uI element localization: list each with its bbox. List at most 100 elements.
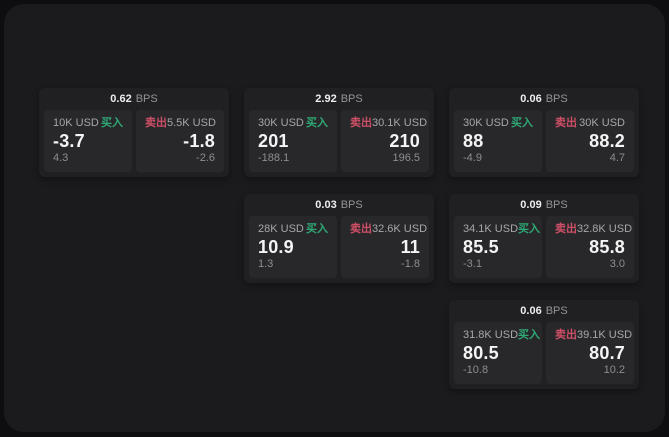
sell-amount: 39.1K USD (577, 329, 633, 341)
sell-amount: 5.5K USD (167, 117, 216, 129)
bps-value: 0.62 (110, 93, 132, 105)
sell-price: 85.8 (589, 237, 625, 257)
sell-price: 80.7 (589, 343, 625, 363)
buy-side-label: 买入 (101, 117, 123, 129)
bps-unit-label: BPS (545, 199, 568, 211)
buy-delta: -4.9 (463, 152, 482, 164)
sell-panel-top: 卖出 32.8K USD (555, 223, 632, 236)
bps-value: 0.03 (315, 199, 337, 211)
sell-side-label: 卖出 (145, 117, 167, 129)
sell-panel-top: 卖出 32.6K USD (350, 223, 427, 236)
quote-card: 0.62 BPS 10K USD 买入 -3.7 4.3 卖出 5.5K USD… (39, 88, 229, 177)
buy-delta: 1.3 (258, 258, 274, 270)
sell-panel-top: 卖出 5.5K USD (145, 117, 216, 130)
sell-panel-top: 卖出 30K USD (555, 117, 625, 130)
sell-panel[interactable]: 卖出 39.1K USD 80.7 10.2 (546, 322, 634, 384)
buy-panel[interactable]: 28K USD 买入 10.9 1.3 (249, 216, 337, 278)
buy-delta: -10.8 (463, 364, 489, 376)
sell-delta: 3.0 (609, 258, 625, 270)
buy-panel-top: 30K USD 买入 (463, 117, 533, 130)
app-window: 0.62 BPS 10K USD 买入 -3.7 4.3 卖出 5.5K USD… (4, 4, 665, 432)
sell-side-label: 卖出 (555, 117, 577, 129)
buy-side-label: 买入 (306, 117, 328, 129)
card-body: 34.1K USD 买入 85.5 -3.1 卖出 32.8K USD 85.8… (449, 216, 639, 283)
buy-side-label: 买入 (518, 329, 541, 341)
quote-card: 0.03 BPS 28K USD 买入 10.9 1.3 卖出 32.6K US… (244, 194, 434, 283)
sell-side-label: 卖出 (350, 117, 372, 129)
buy-price: 80.5 (463, 343, 499, 363)
sell-delta: 196.5 (392, 152, 420, 164)
bps-unit-label: BPS (135, 93, 158, 105)
buy-panel[interactable]: 31.8K USD 买入 80.5 -10.8 (454, 322, 542, 384)
buy-amount: 34.1K USD (463, 223, 519, 235)
buy-delta: 4.3 (53, 152, 69, 164)
sell-panel-top: 卖出 30.1K USD (350, 117, 427, 130)
buy-side-label: 买入 (518, 223, 541, 235)
buy-panel-top: 10K USD 买入 (53, 117, 123, 130)
buy-amount: 30K USD (463, 117, 509, 129)
buy-panel-top: 30K USD 买入 (258, 117, 328, 130)
sell-panel-top: 卖出 39.1K USD (555, 329, 632, 342)
buy-panel[interactable]: 30K USD 买入 201 -188.1 (249, 110, 337, 172)
quote-card: 0.06 BPS 31.8K USD 买入 80.5 -10.8 卖出 39.1… (449, 300, 639, 389)
card-body: 30K USD 买入 201 -188.1 卖出 30.1K USD 210 1… (244, 110, 434, 177)
bps-unit-label: BPS (340, 199, 363, 211)
card-header: 0.09 BPS (449, 194, 639, 216)
card-body: 31.8K USD 买入 80.5 -10.8 卖出 39.1K USD 80.… (449, 322, 639, 389)
card-body: 28K USD 买入 10.9 1.3 卖出 32.6K USD 11 -1.8 (244, 216, 434, 283)
sell-panel[interactable]: 卖出 32.8K USD 85.8 3.0 (546, 216, 634, 278)
sell-side-label: 卖出 (555, 329, 577, 341)
buy-amount: 31.8K USD (463, 329, 519, 341)
sell-delta: 10.2 (603, 364, 625, 376)
sell-panel[interactable]: 卖出 5.5K USD -1.8 -2.6 (136, 110, 224, 172)
sell-delta: 4.7 (609, 152, 625, 164)
card-header: 0.06 BPS (449, 88, 639, 110)
buy-side-label: 买入 (511, 117, 533, 129)
card-header: 2.92 BPS (244, 88, 434, 110)
sell-side-label: 卖出 (350, 223, 372, 235)
buy-delta: -3.1 (463, 258, 482, 270)
bps-unit-label: BPS (340, 93, 363, 105)
sell-price: 88.2 (589, 131, 625, 151)
buy-amount: 28K USD (258, 223, 304, 235)
sell-delta: -2.6 (196, 152, 215, 164)
quote-card: 0.06 BPS 30K USD 买入 88 -4.9 卖出 30K USD 8… (449, 88, 639, 177)
buy-panel[interactable]: 10K USD 买入 -3.7 4.3 (44, 110, 132, 172)
bps-value: 0.09 (520, 199, 542, 211)
card-body: 30K USD 买入 88 -4.9 卖出 30K USD 88.2 4.7 (449, 110, 639, 177)
buy-delta: -188.1 (258, 152, 290, 164)
sell-panel[interactable]: 卖出 30K USD 88.2 4.7 (546, 110, 634, 172)
sell-price: 210 (389, 131, 420, 151)
buy-price: -3.7 (53, 131, 85, 151)
sell-panel[interactable]: 卖出 30.1K USD 210 196.5 (341, 110, 429, 172)
sell-amount: 30K USD (579, 117, 625, 129)
sell-side-label: 卖出 (555, 223, 577, 235)
buy-price: 85.5 (463, 237, 499, 257)
buy-panel[interactable]: 30K USD 买入 88 -4.9 (454, 110, 542, 172)
sell-delta: -1.8 (401, 258, 420, 270)
bps-value: 0.06 (520, 93, 542, 105)
card-header: 0.62 BPS (39, 88, 229, 110)
buy-price: 88 (463, 131, 484, 151)
card-header: 0.06 BPS (449, 300, 639, 322)
sell-price: -1.8 (183, 131, 215, 151)
buy-price: 201 (258, 131, 289, 151)
quote-card: 2.92 BPS 30K USD 买入 201 -188.1 卖出 30.1K … (244, 88, 434, 177)
sell-price: 11 (400, 237, 420, 257)
buy-panel-top: 28K USD 买入 (258, 223, 328, 236)
sell-amount: 32.8K USD (577, 223, 633, 235)
bps-value: 0.06 (520, 305, 542, 317)
buy-amount: 30K USD (258, 117, 304, 129)
buy-side-label: 买入 (306, 223, 328, 235)
buy-panel[interactable]: 34.1K USD 买入 85.5 -3.1 (454, 216, 542, 278)
sell-amount: 30.1K USD (372, 117, 428, 129)
bps-unit-label: BPS (545, 93, 568, 105)
buy-amount: 10K USD (53, 117, 99, 129)
buy-panel-top: 34.1K USD 买入 (463, 223, 540, 236)
quote-card: 0.09 BPS 34.1K USD 买入 85.5 -3.1 卖出 32.8K… (449, 194, 639, 283)
sell-panel[interactable]: 卖出 32.6K USD 11 -1.8 (341, 216, 429, 278)
bps-value: 2.92 (315, 93, 337, 105)
buy-panel-top: 31.8K USD 买入 (463, 329, 540, 342)
bps-unit-label: BPS (545, 305, 568, 317)
